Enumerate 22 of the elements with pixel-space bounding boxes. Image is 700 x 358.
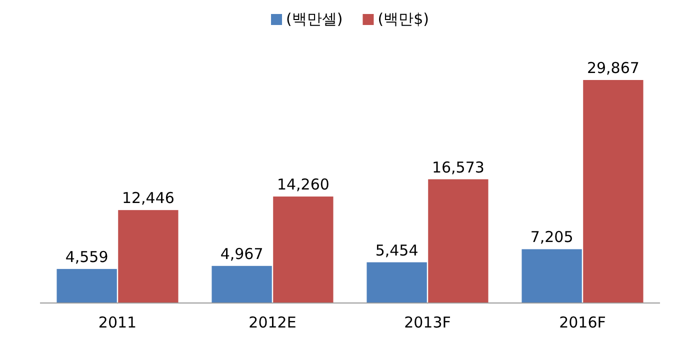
bar <box>56 268 117 303</box>
data-label: 5,454 <box>375 241 418 260</box>
bar <box>212 266 272 303</box>
x-tick-label: 2011 <box>98 314 137 332</box>
data-label: 4,967 <box>220 244 264 263</box>
data-label: 29,867 <box>586 59 640 77</box>
data-label: 12,446 <box>122 189 174 208</box>
legend-label: (백만$) <box>378 10 429 28</box>
bar <box>118 210 178 303</box>
data-label: 14,260 <box>276 176 330 194</box>
x-tick-label: 2016F <box>559 314 606 332</box>
bar <box>522 249 582 303</box>
bar <box>366 262 427 303</box>
legend-label: (백만셀) <box>286 10 343 28</box>
data-label: 4,559 <box>65 248 108 266</box>
data-label: 7,205 <box>530 228 574 246</box>
bar <box>273 196 334 303</box>
data-label: 16,573 <box>432 158 484 176</box>
bar <box>583 80 644 303</box>
x-tick-label: 2012E <box>248 314 296 332</box>
bar <box>428 179 488 303</box>
x-tick-label: 2013F <box>404 314 451 332</box>
